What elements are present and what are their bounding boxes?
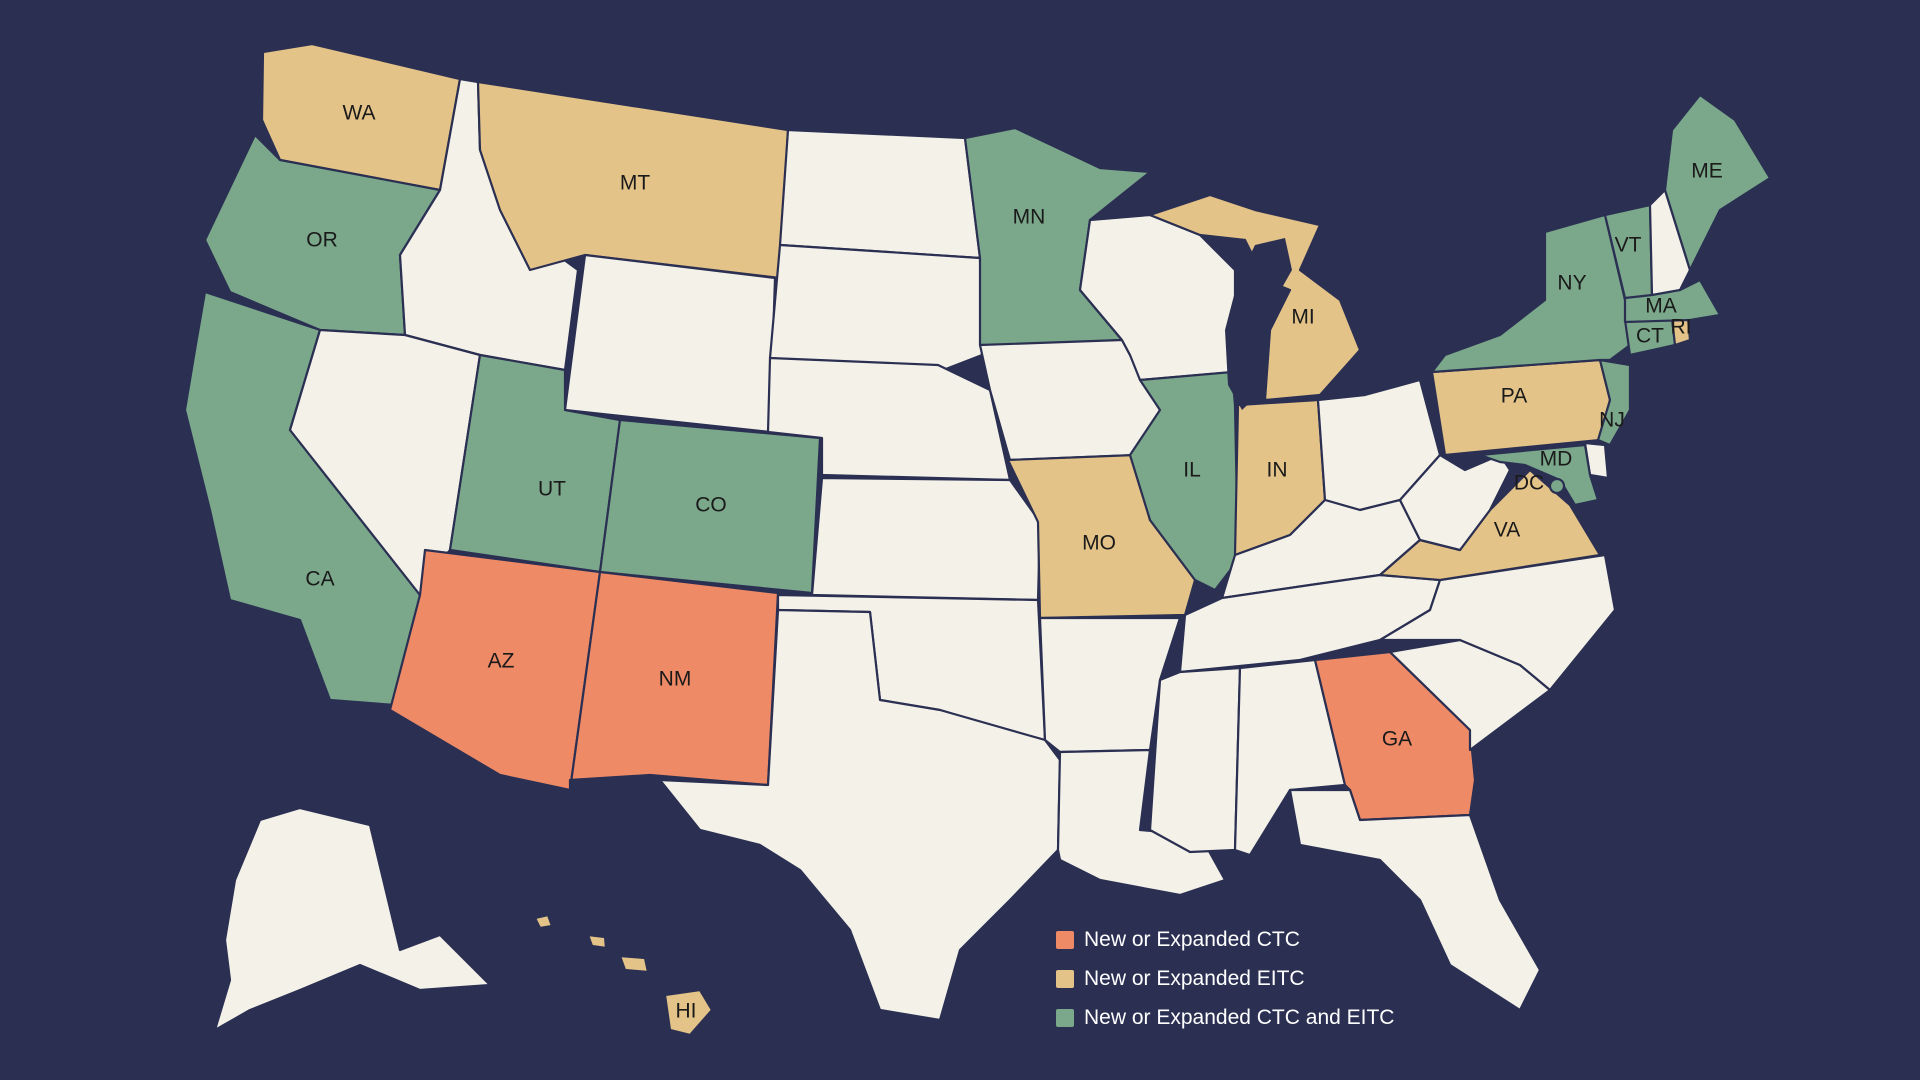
legend-label-ctc: New or Expanded CTC bbox=[1084, 927, 1300, 951]
legend-label-eitc: New or Expanded EITC bbox=[1084, 966, 1305, 990]
state-NJ bbox=[1596, 358, 1632, 447]
state-label-HI: HI bbox=[676, 1000, 697, 1023]
state-label-MN: MN bbox=[1013, 206, 1046, 229]
state-label-UT: UT bbox=[538, 478, 566, 501]
state-label-IL: IL bbox=[1183, 459, 1201, 482]
state-WY bbox=[563, 253, 777, 434]
state-HI bbox=[533, 913, 714, 1037]
state-label-WA: WA bbox=[342, 102, 375, 125]
state-ND bbox=[778, 128, 982, 260]
state-labels: WA OR CA MT UT CO AZ NM MN MO IL IN MI G… bbox=[305, 102, 1722, 1023]
state-label-MO: MO bbox=[1082, 532, 1116, 555]
state-label-CA: CA bbox=[305, 568, 334, 591]
legend-swatch-ctc bbox=[1056, 930, 1074, 949]
map-legend: New or Expanded CTC New or Expanded EITC… bbox=[1056, 920, 1394, 1037]
state-WV bbox=[1398, 453, 1512, 552]
state-NY bbox=[1430, 213, 1632, 374]
state-TX bbox=[658, 608, 1062, 1022]
state-label-NM: NM bbox=[659, 668, 692, 691]
state-NH bbox=[1648, 188, 1692, 297]
state-DC bbox=[1548, 477, 1566, 495]
state-label-MI: MI bbox=[1291, 306, 1314, 329]
state-NM bbox=[568, 570, 780, 792]
legend-item-ctc: New or Expanded CTC bbox=[1056, 920, 1394, 959]
legend-swatch-eitc bbox=[1056, 969, 1074, 988]
state-label-MD: MD bbox=[1540, 448, 1573, 471]
legend-swatch-both bbox=[1056, 1008, 1074, 1027]
state-label-GA: GA bbox=[1382, 728, 1412, 751]
state-label-ME: ME bbox=[1691, 160, 1723, 183]
state-LA bbox=[1056, 748, 1227, 897]
legend-label-both: New or Expanded CTC and EITC bbox=[1084, 1005, 1395, 1029]
state-label-DC: DC bbox=[1514, 472, 1544, 495]
state-label-PA: PA bbox=[1501, 385, 1527, 408]
state-label-CO: CO bbox=[695, 494, 727, 517]
state-label-MT: MT bbox=[620, 172, 650, 195]
lake-michigan bbox=[1225, 238, 1292, 410]
state-MD bbox=[1478, 443, 1600, 507]
state-FL bbox=[1288, 788, 1542, 1012]
state-label-MA: MA bbox=[1645, 295, 1677, 318]
state-NC bbox=[1378, 553, 1617, 692]
state-SD bbox=[768, 243, 984, 374]
state-label-RI: RI bbox=[1671, 316, 1692, 339]
state-ME bbox=[1663, 93, 1772, 272]
legend-item-eitc: New or Expanded EITC bbox=[1056, 959, 1394, 998]
legend-item-both: New or Expanded CTC and EITC bbox=[1056, 998, 1394, 1037]
state-label-AZ: AZ bbox=[488, 650, 515, 673]
state-AK bbox=[213, 806, 492, 1032]
state-KS bbox=[810, 476, 1042, 602]
state-MS bbox=[1148, 666, 1242, 854]
state-NE bbox=[766, 356, 1012, 482]
state-label-CT: CT bbox=[1636, 325, 1664, 348]
state-label-OR: OR bbox=[306, 229, 338, 252]
state-label-IN: IN bbox=[1267, 459, 1288, 482]
state-label-VT: VT bbox=[1615, 234, 1642, 257]
state-label-NJ: NJ bbox=[1599, 409, 1625, 432]
state-label-NY: NY bbox=[1557, 272, 1586, 295]
state-label-VA: VA bbox=[1494, 519, 1520, 542]
